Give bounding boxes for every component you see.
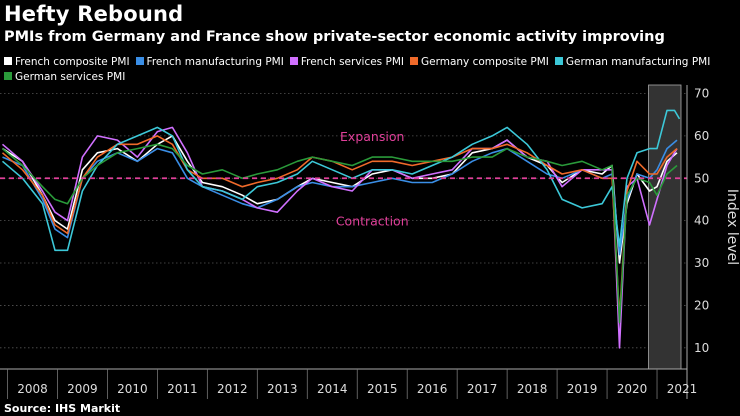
legend-item: French manufacturing PMI (135, 55, 284, 70)
annotation-label: Expansion (340, 129, 404, 144)
x-tick-label: 2011 (167, 382, 198, 396)
series-line (1, 126, 678, 349)
x-tick-label: 2013 (267, 382, 298, 396)
legend-item: French composite PMI (4, 55, 130, 70)
legend-item: German services PMI (4, 70, 125, 85)
series-line (2, 139, 678, 256)
legend-item: Germany composite PMI (409, 55, 549, 70)
legend-label: French manufacturing PMI (146, 56, 284, 68)
legend-label: French composite PMI (15, 56, 130, 68)
y-tick-label: 50 (694, 171, 709, 185)
annotations: Expansion Contraction (336, 129, 409, 229)
series-line (1, 109, 681, 252)
legend-label: German services PMI (15, 71, 126, 83)
series-lines (1, 109, 681, 349)
legend-item: French services PMI (289, 55, 404, 70)
y-tick-label: 70 (694, 86, 709, 100)
legend-swatch (289, 57, 298, 65)
x-tick-label: 2021 (667, 382, 698, 396)
chart-subtitle: PMIs from Germany and France show privat… (4, 29, 665, 45)
legend-label: German manufacturing PMI (565, 56, 711, 68)
source-note: Source: IHS Markit (4, 402, 121, 415)
y-tick-label: 30 (694, 256, 709, 270)
x-tick-label: 2009 (67, 382, 98, 396)
legend-label: French services PMI (300, 56, 404, 68)
x-tick-label: 2016 (417, 382, 448, 396)
axes: 10 20 30 40 50 60 70 2008 2009 2010 2011 2012 2013 20… (0, 85, 740, 399)
legend-swatch (135, 57, 144, 65)
y-tick-label: 10 (694, 341, 709, 355)
x-tick-label: 2008 (17, 382, 48, 396)
legend-swatch (4, 57, 12, 65)
chart-title: Hefty Rebound (4, 2, 184, 26)
y-tick-label: 40 (694, 214, 709, 228)
x-tick-label: 2015 (367, 382, 398, 396)
shaded-period (648, 84, 682, 370)
legend-swatch (4, 72, 12, 80)
legend-label: Germany composite PMI (420, 56, 549, 68)
x-tick-label: 2014 (317, 382, 348, 396)
legend: French composite PMI French manufacturing… (4, 55, 719, 85)
legend-item: German manufacturing PMI (554, 55, 711, 70)
shaded-region (648, 84, 682, 370)
legend-swatch (409, 57, 418, 65)
x-tick-label: 2018 (517, 382, 548, 396)
y-axis-label: Index level (724, 189, 740, 265)
x-tick-label: 2012 (217, 382, 248, 396)
y-tick-label: 60 (694, 129, 709, 143)
series-line (2, 135, 678, 264)
x-tick-label: 2019 (567, 382, 598, 396)
series-line (1, 143, 678, 324)
x-tick-label: 2017 (467, 382, 498, 396)
x-tick-label: 2020 (617, 382, 648, 396)
x-tick-label: 2010 (117, 382, 148, 396)
y-tick-label: 20 (694, 298, 709, 312)
annotation-label: Contraction (336, 214, 409, 229)
legend-swatch (554, 57, 563, 65)
